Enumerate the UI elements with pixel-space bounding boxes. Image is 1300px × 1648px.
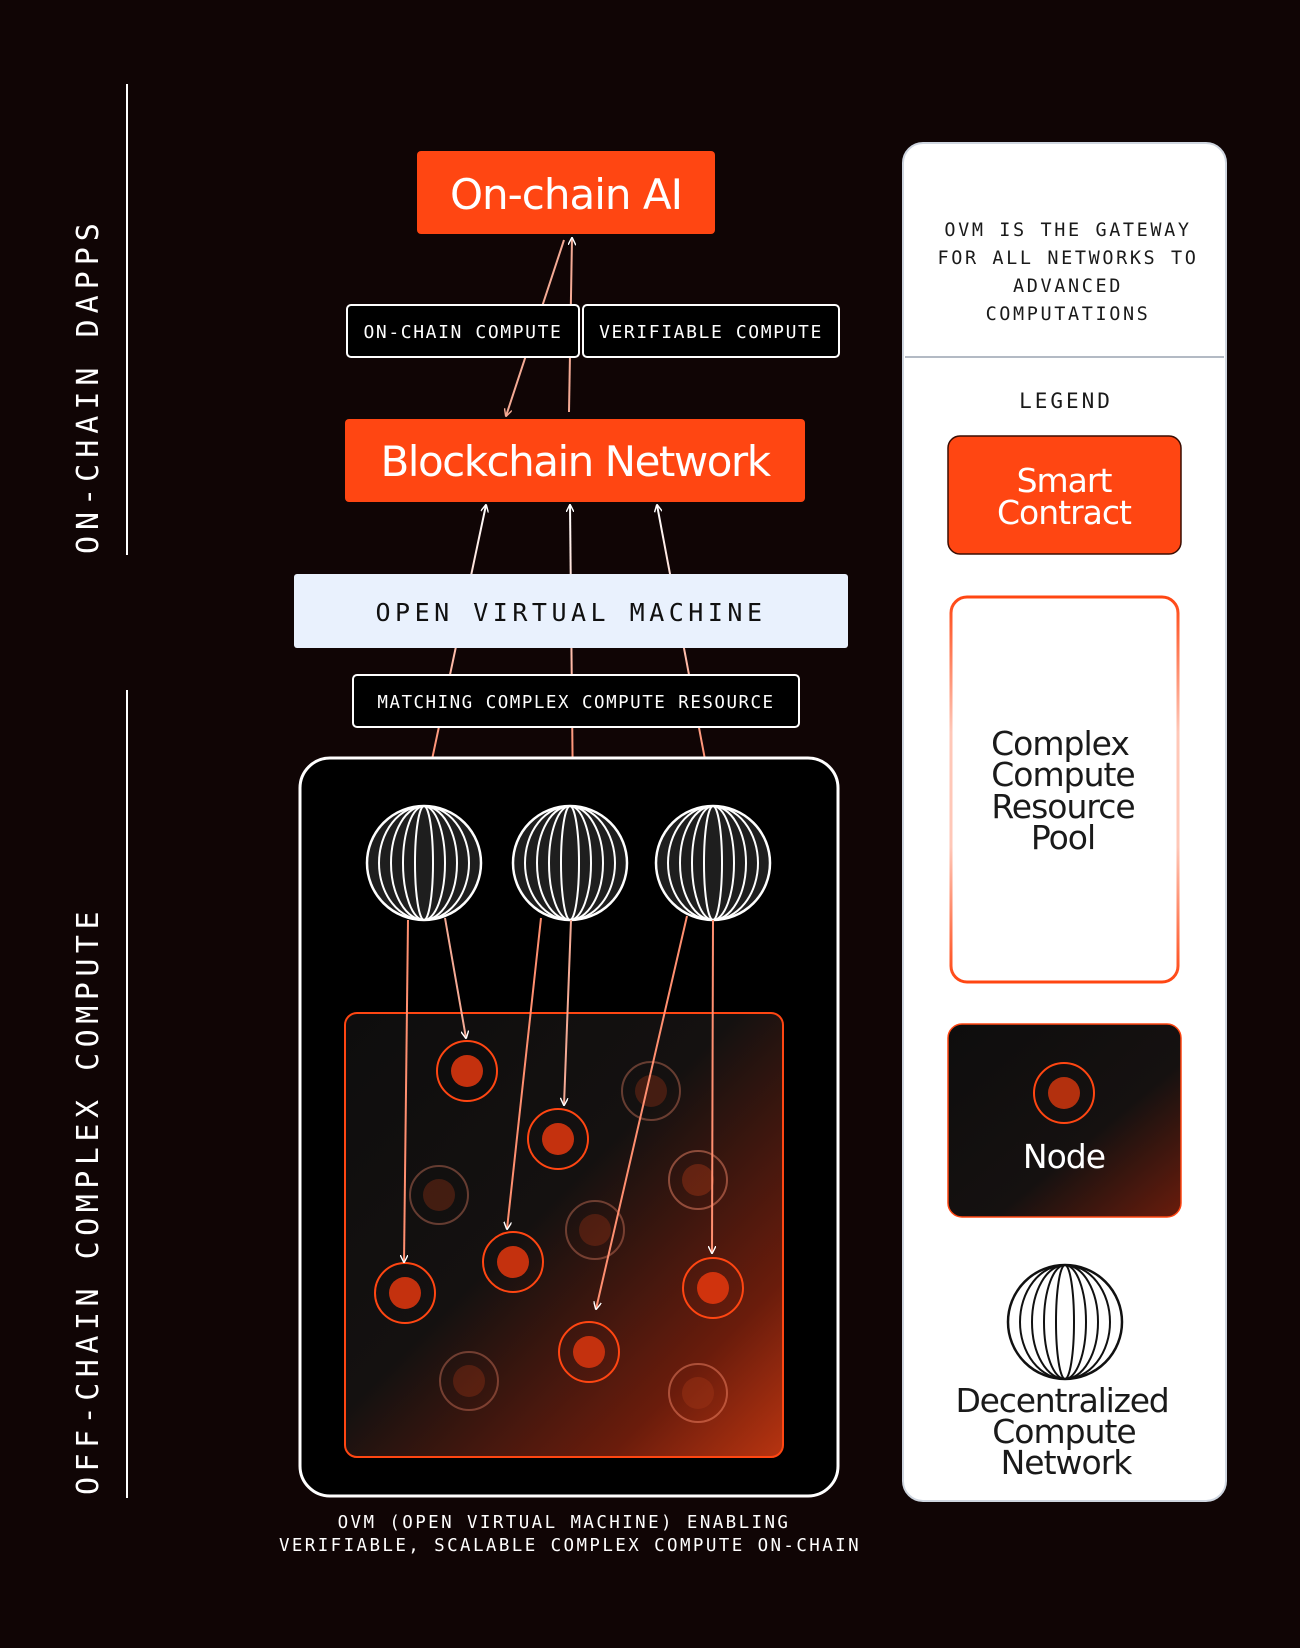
legend-node-label: Node [1023,1137,1105,1176]
node-faded-5 [439,1351,499,1411]
legend-pool-line-1: Complex [991,724,1129,763]
tag-matching-label: MATCHING COMPLEX COMPUTE RESOURCE [377,693,774,713]
open-virtual-machine-label: OPEN VIRTUAL MACHINE [375,598,766,627]
tag-verifiable-compute: VERIFIABLE COMPUTE [582,304,840,358]
node-active-4 [374,1262,436,1324]
onchain-ai-label: On-chain AI [450,170,682,219]
arrow-globe2-node3 [507,917,542,1229]
legend-title: LEGEND [1019,389,1113,413]
label-offchain-complex-compute: OFF-CHAIN COMPLEX COMPUTE [71,906,106,1495]
legend-network-line-3: Network [1001,1443,1134,1482]
node-faded-6 [668,1363,728,1423]
arrow-globe1-node1 [444,917,466,1038]
legend-pool-line-3: Resource [991,787,1134,826]
caption-line-2: VERIFIABLE, SCALABLE COMPLEX COMPUTE ON-… [279,1536,861,1556]
node-faded-3 [565,1200,625,1260]
node-faded-4 [668,1150,728,1210]
resource-pool [344,1012,784,1458]
legend-smart-contract-line-1: Smart [1017,461,1113,500]
open-virtual-machine-box[interactable]: OPEN VIRTUAL MACHINE [294,574,848,648]
node-circle-icon [1033,1062,1095,1124]
legend-intro-line-2: FOR ALL NETWORKS TO [937,248,1198,269]
globe-icon [1006,1263,1124,1381]
legend-intro-line-4: COMPUTATIONS [986,304,1151,325]
legend-node: Node [947,1023,1182,1218]
node-active-5 [558,1321,620,1383]
globe-icon-1 [365,804,483,922]
blockchain-network-label: Blockchain Network [380,437,771,486]
node-faded-1 [621,1061,681,1121]
legend-intro-line-1: OVM IS THE GATEWAY [944,220,1191,241]
tag-onchain-compute-label: ON-CHAIN COMPUTE [364,322,563,343]
node-active-6 [682,1257,744,1319]
legend-smart-contract: Smart Contract [947,435,1182,555]
legend-resource-pool: Complex Compute Resource Pool [949,595,1180,984]
arrow-globe3-blockchain [657,505,713,802]
legend-smart-contract-line-2: Contract [997,493,1132,532]
legend-panel: OVM IS THE GATEWAY FOR ALL NETWORKS TO A… [902,142,1227,1502]
tag-matching-compute-resource: MATCHING COMPLEX COMPUTE RESOURCE [352,674,800,728]
arrow-globe1-blockchain [423,505,486,802]
globe-icon-3 [654,804,772,922]
tag-verifiable-compute-label: VERIFIABLE COMPUTE [599,322,823,343]
arrow-globe3-node5 [596,915,688,1309]
node-active-1 [436,1040,498,1102]
legend-intro-line-3: ADVANCED [1013,276,1123,297]
globe-icon-2 [511,804,629,922]
legend-pool-line-2: Compute [991,755,1134,794]
arrow-globe1-node4 [404,919,409,1262]
onchain-ai-box[interactable]: On-chain AI [417,151,715,234]
node-faded-2 [409,1165,469,1225]
legend-network-line-2: Compute [992,1412,1135,1451]
label-onchain-dapps: ON-CHAIN DAPPS [71,217,106,554]
legend-network: Decentralized Compute Network [955,1263,1170,1482]
legend-pool-line-4: Pool [1031,818,1095,857]
caption-line-1: OVM (OPEN VIRTUAL MACHINE) ENABLING [338,1513,791,1533]
node-active-3 [482,1231,544,1293]
arrow-globe3-node6 [712,919,713,1253]
node-active-2 [527,1108,589,1170]
tag-onchain-compute: ON-CHAIN COMPUTE [346,304,580,358]
legend-network-line-1: Decentralized [955,1381,1168,1420]
blockchain-network-box[interactable]: Blockchain Network [345,419,805,502]
arrow-globe2-node2 [564,919,572,1105]
arrow-globe2-blockchain [570,505,573,802]
